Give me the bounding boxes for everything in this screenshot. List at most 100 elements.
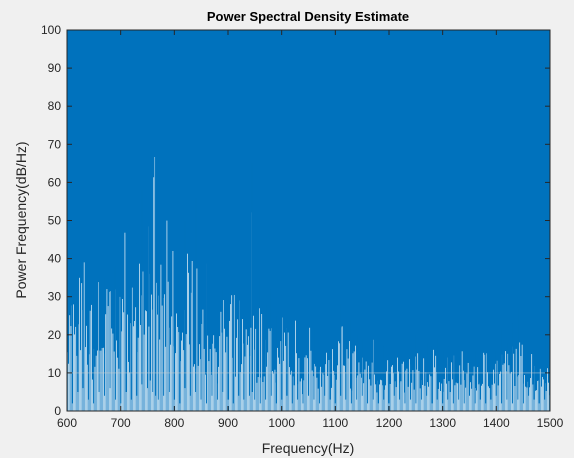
series-gap	[497, 385, 499, 411]
series-gap	[242, 319, 243, 411]
series-gap	[146, 311, 147, 411]
series-gap	[404, 392, 405, 411]
series-gap	[131, 287, 133, 411]
series-gap	[416, 369, 417, 411]
series-gap	[508, 365, 510, 411]
series-gap	[290, 374, 291, 411]
series-gap	[411, 382, 413, 411]
series-gap	[219, 336, 221, 411]
series-gap	[119, 296, 121, 411]
series-gap	[209, 349, 211, 411]
series-gap	[95, 355, 97, 411]
series-gap	[182, 332, 183, 411]
series-gap	[476, 390, 477, 411]
series-gap	[94, 366, 96, 411]
series-gap	[344, 365, 345, 411]
series-gap	[289, 367, 290, 411]
series-gap	[350, 388, 351, 411]
series-gap	[116, 340, 117, 411]
series-gap	[531, 354, 533, 411]
series-gap	[151, 294, 152, 411]
series-gap	[502, 364, 504, 411]
series-gap	[440, 390, 441, 411]
series-gap	[325, 364, 326, 411]
series-gap	[98, 282, 99, 411]
series-gap	[279, 363, 281, 411]
series-gap	[322, 373, 324, 411]
x-tick-label-600: 600	[57, 416, 77, 430]
series-gap	[441, 383, 443, 411]
series-gap	[298, 358, 300, 411]
y-tick-label-50: 50	[48, 214, 62, 228]
x-tick-label-1100: 1100	[322, 416, 348, 430]
series-gap	[197, 365, 199, 411]
series-gap	[482, 383, 483, 411]
series-gap	[107, 306, 109, 411]
series-gap	[387, 360, 389, 411]
series-gap	[527, 381, 529, 411]
series-gap	[543, 379, 545, 411]
series-gap	[394, 381, 396, 411]
series-gap	[177, 326, 179, 411]
series-gap	[413, 389, 415, 411]
psd-series	[66, 30, 551, 411]
series-gap	[69, 315, 71, 411]
series-gap	[407, 386, 409, 411]
series-gap	[506, 371, 507, 411]
series-gap	[81, 283, 83, 411]
series-gap	[415, 356, 416, 411]
series-gap	[326, 352, 327, 411]
series-gap	[159, 339, 161, 411]
series-gap	[530, 378, 531, 411]
series-gap	[295, 320, 296, 411]
series-gap	[160, 264, 162, 411]
series-gap	[134, 320, 135, 411]
series-gap	[223, 300, 224, 411]
series-gap	[364, 369, 366, 411]
series-gap	[484, 354, 486, 411]
series-gap	[403, 361, 404, 411]
series-gap	[471, 388, 473, 411]
series-gap	[314, 363, 315, 411]
series-gap	[262, 382, 264, 411]
series-gap	[256, 382, 258, 411]
series-gap	[86, 325, 87, 411]
series-gap	[327, 375, 329, 411]
y-axis-label: Power Frequency(dB/Hz)	[13, 141, 29, 298]
series-gap	[495, 363, 497, 411]
series-gap	[302, 394, 303, 411]
series-gap	[167, 281, 169, 411]
series-gap	[164, 294, 165, 411]
series-gap	[267, 352, 269, 411]
series-gap	[365, 361, 367, 411]
series-gap	[485, 353, 487, 411]
series-gap	[349, 341, 350, 411]
series-gap	[341, 326, 343, 411]
series-gap	[231, 295, 233, 411]
series-gap	[175, 353, 176, 411]
series-gap	[419, 388, 421, 411]
series-gap	[148, 326, 150, 411]
y-axis-ticks: 0 10 20 30 40 50 60 70 80 90 100	[41, 23, 550, 418]
series-gap	[309, 327, 311, 411]
series-gap	[315, 366, 317, 411]
series-gap	[113, 351, 115, 411]
series-gap	[520, 356, 522, 411]
series-gap	[255, 328, 257, 411]
series-gap	[194, 364, 195, 411]
series-gap	[68, 363, 69, 411]
series-gap	[311, 370, 313, 411]
series-gap	[73, 304, 74, 411]
series-gap	[253, 315, 254, 411]
series-gap	[370, 385, 372, 411]
series-gap	[509, 373, 511, 411]
series-gap	[284, 332, 285, 411]
series-gap	[481, 385, 482, 411]
series-gap	[112, 333, 114, 411]
series-gap	[166, 220, 168, 411]
y-tick-label-100: 100	[41, 23, 61, 37]
series-gap	[459, 365, 461, 411]
series-gap	[121, 331, 122, 411]
series-gap	[291, 370, 293, 411]
series-gap	[393, 373, 395, 411]
